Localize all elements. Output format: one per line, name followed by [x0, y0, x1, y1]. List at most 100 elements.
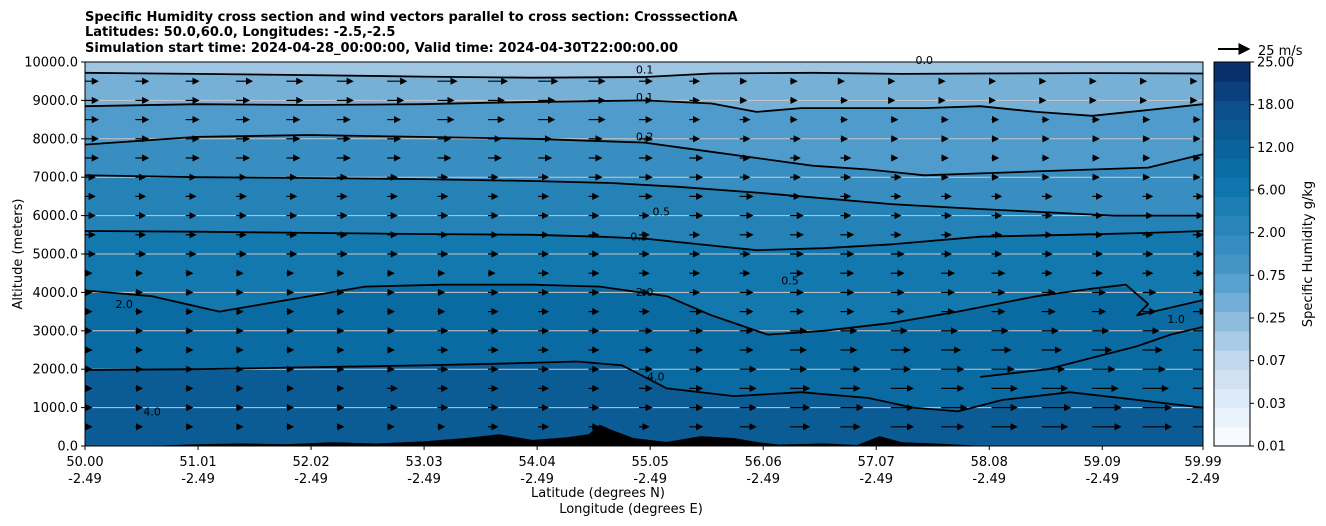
- colorbar-segment: [1214, 158, 1250, 178]
- contour-label: 0.5: [653, 206, 671, 219]
- colorbar-tick-label: 0.01: [1257, 440, 1286, 455]
- colorbar: 0.01 0.03 0.07 0.25 0.75 2.00 6.00 12.00 18.00 25…: [1213, 56, 1294, 455]
- colorbar-segment: [1214, 81, 1250, 101]
- contour-label: 1.0: [1167, 313, 1185, 326]
- x-tick-label-latitude: 50.00: [66, 455, 103, 470]
- terrain-area: [85, 424, 1203, 446]
- y-tick-label: 0.0: [57, 440, 78, 455]
- colorbar-segment: [1214, 330, 1250, 351]
- colorbar-tick-label: 0.25: [1257, 312, 1286, 327]
- x-axis-label-longitude: Longitude (degrees E): [559, 502, 703, 517]
- y-tick-label: 4000.0: [33, 286, 79, 301]
- colorbar-segment: [1214, 62, 1250, 82]
- humidity-band: [85, 361, 1203, 446]
- x-tick-label-latitude: 59.99: [1184, 455, 1221, 470]
- colorbar-segment: [1214, 196, 1250, 217]
- contour-line: [980, 326, 1203, 378]
- colorbar-tick-label: 0.75: [1257, 269, 1286, 284]
- humidity-band: [85, 135, 1203, 216]
- humidity-band: [85, 231, 1203, 335]
- chart-title-line-3: Simulation start time: 2024-04-28_00:00:…: [85, 41, 678, 56]
- colorbar-segment: [1214, 273, 1250, 293]
- colorbar-tick-label: 0.03: [1257, 397, 1286, 412]
- colorbar-segment: [1214, 350, 1250, 370]
- contour-label: 0.1: [636, 64, 654, 77]
- colorbar-segment: [1214, 138, 1250, 159]
- colorbar-tick-label: 25.00: [1257, 56, 1294, 71]
- y-tick-label: 3000.0: [33, 324, 79, 339]
- colorbar-tick-label: 0.07: [1257, 354, 1286, 369]
- x-tick-label-longitude: -2.49: [746, 472, 780, 487]
- chart-title-line-2: Latitudes: 50.0,60.0, Longitudes: -2.5,-…: [85, 25, 395, 40]
- colorbar-segment: [1214, 426, 1250, 447]
- x-tick-label-latitude: 52.02: [292, 455, 329, 470]
- x-tick-label-latitude: 51.01: [179, 455, 216, 470]
- x-tick-label-longitude: -2.49: [294, 472, 328, 487]
- y-tick-label: 8000.0: [33, 132, 79, 147]
- humidity-band: [85, 284, 1203, 411]
- contour-line: [85, 99, 1203, 117]
- colorbar-tick-label: 6.00: [1257, 184, 1286, 199]
- contour-label: 0.2: [636, 131, 654, 144]
- quiver-key: 25 m/s: [1218, 43, 1303, 59]
- x-tick-label-latitude: 57.07: [858, 455, 895, 470]
- x-axis: 50.00 -2.49 51.01 -2.49 52.02 -2.49 53.03 -2.49…: [66, 446, 1222, 487]
- colorbar-segment: [1214, 292, 1250, 313]
- contour-label: 4.0: [143, 405, 161, 418]
- colorbar-segment: [1214, 388, 1250, 409]
- y-tick-label: 5000.0: [33, 248, 79, 263]
- y-axis-label: Altitude (meters): [11, 199, 26, 310]
- colorbar-frame: [1213, 61, 1251, 447]
- chart-title-line-1: Specific Humidity cross section and wind…: [85, 10, 738, 25]
- humidity-band: [85, 72, 1203, 116]
- y-tick-label: 2000.0: [33, 363, 79, 378]
- contour-label: 2.0: [115, 298, 133, 311]
- x-tick-label-latitude: 54.04: [519, 455, 556, 470]
- terrain-silhouette: [85, 424, 1203, 446]
- y-tick-label: 6000.0: [33, 209, 79, 224]
- contour-line: [85, 174, 1203, 217]
- contour-label: 0.0: [916, 54, 934, 67]
- contour-line: [85, 71, 1203, 79]
- colorbar-segment: [1214, 407, 1250, 428]
- y-tick-label: 10000.0: [24, 56, 78, 71]
- colorbar-tick-label: 2.00: [1257, 226, 1286, 241]
- x-tick-label-latitude: 56.06: [745, 455, 782, 470]
- plot-area: 0.10.10.20.00.50.50.52.02.04.04.01.0: [84, 54, 1204, 447]
- colorbar-tick-label: 18.00: [1257, 98, 1294, 113]
- y-tick-label: 9000.0: [33, 94, 79, 109]
- contour-label: 0.1: [636, 91, 654, 104]
- x-tick-label-longitude: -2.49: [68, 472, 102, 487]
- x-tick-label-latitude: 53.03: [405, 455, 442, 470]
- contour-line: [85, 360, 1203, 413]
- humidity-band: [85, 100, 1203, 176]
- quiver-key-label: 25 m/s: [1258, 44, 1303, 59]
- x-tick-label-longitude: -2.49: [1085, 472, 1119, 487]
- contour-label: 4.0: [647, 371, 665, 384]
- colorbar-segment: [1214, 215, 1250, 236]
- x-tick-label-latitude: 58.08: [971, 455, 1008, 470]
- x-tick-label-longitude: -2.49: [972, 472, 1006, 487]
- colorbar-segment: [1214, 100, 1250, 121]
- x-tick-label-longitude: -2.49: [181, 472, 215, 487]
- y-tick-label: 7000.0: [33, 171, 79, 186]
- colorbar-segment: [1214, 119, 1250, 140]
- x-tick-label-longitude: -2.49: [520, 472, 554, 487]
- contour-label: 0.5: [781, 275, 799, 288]
- y-axis: 0.0 1000.0 2000.0 3000.0 4000.0 5000.0 6000.0 7…: [24, 56, 85, 455]
- x-tick-label-latitude: 59.09: [1084, 455, 1121, 470]
- x-tick-label-longitude: -2.49: [1186, 472, 1220, 487]
- wind-vectors: [85, 77, 1203, 431]
- colorbar-segment: [1214, 234, 1250, 255]
- x-tick-label-longitude: -2.49: [633, 472, 667, 487]
- colorbar-tick-label: 12.00: [1257, 141, 1294, 156]
- colorbar-segment: [1214, 311, 1250, 332]
- colorbar-segment: [1214, 369, 1250, 389]
- x-tick-label-longitude: -2.49: [859, 472, 893, 487]
- y-tick-label: 1000.0: [33, 401, 79, 416]
- x-tick-label-longitude: -2.49: [407, 472, 441, 487]
- contour-line: [85, 283, 1203, 336]
- colorbar-label: Specific Humidity g/kg: [1301, 181, 1316, 327]
- x-axis-label-latitude: Latitude (degrees N): [531, 486, 665, 501]
- colorbar-segment: [1214, 254, 1250, 274]
